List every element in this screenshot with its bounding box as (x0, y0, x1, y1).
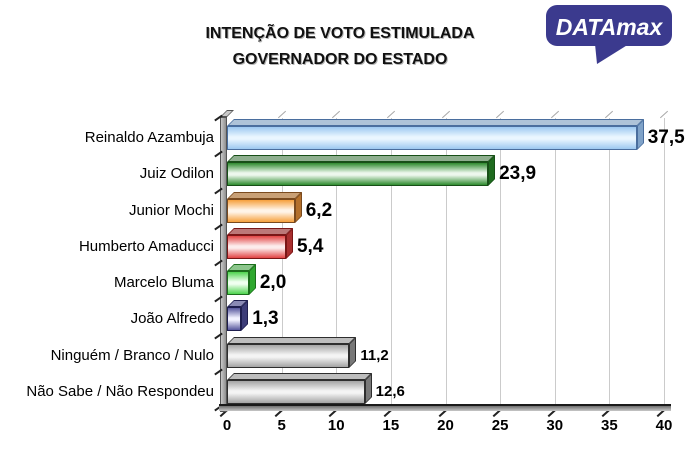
bar-right-face (285, 227, 293, 259)
x-tick-label: 30 (546, 417, 564, 434)
bar-front (227, 307, 242, 332)
datamax-logo: DATAmax (546, 5, 672, 64)
x-tick-label: 5 (277, 417, 286, 434)
bar-right-face (636, 119, 644, 150)
chart-title: INTENÇÃO DE VOTO ESTIMULADA GOVERNADOR D… (100, 21, 580, 73)
bar-right-face (241, 300, 249, 332)
value-label: 1,3 (252, 308, 279, 330)
x-tick-label: 25 (491, 417, 509, 434)
value-label: 23,9 (499, 163, 537, 185)
bar-front (227, 379, 365, 404)
chart-title-line1: INTENÇÃO DE VOTO ESTIMULADA (205, 25, 475, 42)
bar-right-face (488, 155, 496, 187)
bar (227, 336, 357, 368)
gridline (281, 118, 283, 408)
x-axis-floor (219, 404, 671, 411)
value-label: 2,0 (259, 272, 287, 293)
x-tick-label: 15 (382, 417, 400, 434)
category-label: Ninguém / Branco / Nulo (50, 346, 214, 364)
value-label: 37,5 (647, 127, 685, 148)
logo-text: DATAmax (556, 14, 664, 40)
bar-top-face (227, 191, 302, 199)
chart-title-line2: GOVERNADOR DO ESTADO (232, 51, 448, 68)
bar-front (227, 198, 295, 223)
bar-front (227, 162, 489, 187)
bar-top-face (227, 372, 372, 380)
bar-top-face (227, 155, 496, 163)
category-label: Não Sabe / Não Respondeu (26, 382, 214, 400)
logo-speech-bubble (546, 5, 672, 46)
category-label: Humberto Amaducci (78, 237, 214, 255)
x-tick-label: 0 (222, 417, 232, 434)
category-label: Juiz Odilon (139, 165, 214, 183)
category-label: Marcelo Bluma (113, 274, 214, 291)
x-tick-label: 35 (601, 417, 618, 434)
bar (227, 300, 249, 332)
bar (227, 191, 302, 223)
gridline (664, 118, 665, 408)
bar-right-face (248, 264, 256, 295)
axis-wall (220, 117, 227, 412)
x-tick-label: 20 (437, 417, 454, 434)
bar (227, 372, 372, 404)
logo-bubble-tail (595, 44, 629, 64)
x-tick-label: 10 (327, 417, 345, 434)
category-label: Junior Mochi (128, 201, 214, 219)
bar (227, 155, 496, 187)
bar (227, 119, 644, 150)
bar (227, 227, 293, 259)
bar-top-face (227, 119, 644, 126)
bar-top-face (227, 336, 357, 344)
bar-front (227, 343, 350, 368)
gridline (609, 118, 611, 408)
bar-front (227, 234, 286, 259)
bar-right-face (349, 336, 357, 368)
bar (227, 264, 256, 295)
x-tick-label: 40 (655, 417, 673, 434)
gridline (500, 118, 502, 408)
category-label: Reinaldo Azambuja (84, 129, 214, 146)
bar-front (227, 271, 249, 295)
bar-front (227, 126, 637, 150)
gridline (336, 118, 338, 408)
value-label: 6,2 (305, 199, 333, 221)
gridline (554, 118, 556, 408)
bar-top-face (227, 227, 293, 235)
value-label: 5,4 (296, 235, 324, 257)
value-label: 12,6 (375, 382, 405, 400)
gridline (445, 118, 447, 408)
gridline (390, 118, 392, 408)
value-label: 11,2 (360, 346, 389, 364)
category-label: João Alfredo (130, 310, 214, 328)
bar-right-face (364, 372, 372, 404)
